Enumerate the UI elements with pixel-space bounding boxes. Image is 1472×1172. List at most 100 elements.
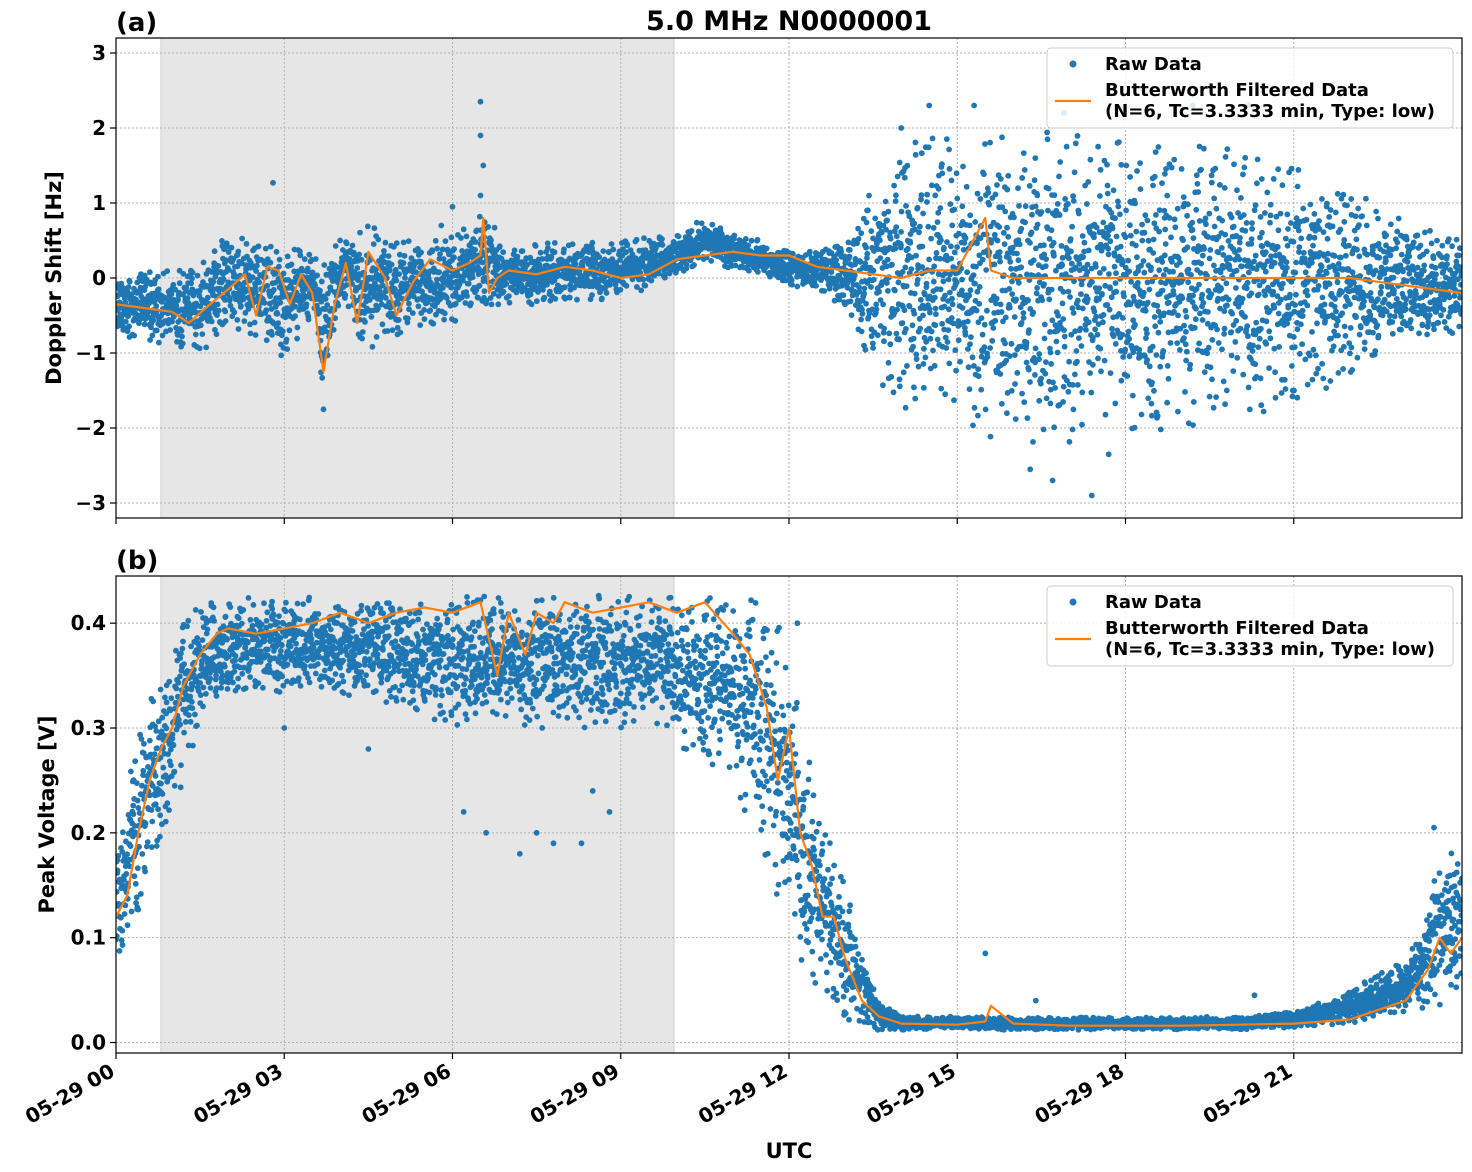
raw-data-point <box>1110 187 1117 194</box>
raw-data-point <box>1233 267 1240 274</box>
raw-data-point <box>1222 231 1229 238</box>
raw-data-point <box>1367 290 1374 296</box>
raw-data-point <box>948 255 955 262</box>
raw-data-point <box>284 305 290 311</box>
raw-data-point <box>902 404 909 411</box>
raw-data-point <box>891 182 897 189</box>
raw-data-point <box>1310 242 1316 249</box>
raw-data-point <box>959 287 965 294</box>
raw-data-point <box>1324 257 1331 264</box>
raw-data-point <box>263 337 270 344</box>
raw-data-point <box>1070 198 1077 204</box>
raw-data-point <box>1192 316 1199 323</box>
raw-data-point <box>1375 215 1381 222</box>
raw-data-point <box>1201 145 1207 152</box>
raw-data-point <box>1085 179 1092 185</box>
raw-data-point <box>184 295 191 302</box>
raw-data-point <box>153 303 160 309</box>
raw-data-point <box>440 256 447 262</box>
raw-data-point <box>1315 283 1322 289</box>
raw-data-point <box>939 320 945 327</box>
raw-data-point <box>813 282 819 289</box>
raw-data-point <box>1214 326 1220 333</box>
raw-data-point <box>992 317 999 324</box>
raw-data-point <box>949 295 955 302</box>
raw-data-point <box>1206 210 1213 217</box>
raw-data-point <box>1050 239 1057 246</box>
raw-data-point <box>923 280 930 287</box>
raw-data-point <box>1285 304 1292 311</box>
raw-data-point <box>959 276 965 283</box>
raw-data-point <box>465 280 472 287</box>
raw-data-point <box>312 282 318 289</box>
raw-data-point <box>1014 370 1021 376</box>
raw-data-point <box>951 397 957 404</box>
raw-data-point <box>464 293 470 299</box>
raw-data-point <box>1026 183 1033 189</box>
raw-data-point <box>1241 164 1248 171</box>
raw-data-point <box>1038 209 1045 215</box>
raw-data-point <box>204 294 211 301</box>
raw-data-point <box>375 305 381 312</box>
raw-data-point <box>1066 255 1072 262</box>
raw-data-point <box>1142 212 1149 219</box>
raw-data-point <box>1110 333 1117 339</box>
raw-data-point <box>945 327 952 333</box>
raw-data-point <box>930 224 937 231</box>
raw-data-point <box>1020 150 1027 157</box>
raw-data-point <box>552 295 559 302</box>
raw-data-point <box>1167 340 1174 346</box>
raw-data-point <box>1306 233 1313 240</box>
raw-data-point <box>991 261 998 268</box>
raw-data-point <box>126 278 133 285</box>
raw-data-point <box>742 236 749 242</box>
raw-data-point <box>1072 140 1079 147</box>
raw-data-point <box>1348 196 1355 202</box>
raw-data-point <box>194 272 201 279</box>
raw-data-point <box>1267 219 1273 226</box>
raw-data-point <box>979 256 986 263</box>
raw-data-point <box>1276 344 1282 350</box>
raw-data-point <box>1055 312 1061 319</box>
raw-data-point <box>233 294 240 300</box>
raw-data-point <box>1044 129 1050 136</box>
raw-data-point <box>1205 309 1211 315</box>
raw-data-point <box>1150 182 1156 189</box>
raw-data-point <box>794 283 801 290</box>
raw-data-point <box>981 171 987 178</box>
raw-data-point <box>1278 296 1284 303</box>
raw-data-point <box>865 207 871 214</box>
raw-data-point <box>1032 155 1039 162</box>
raw-data-point <box>272 270 279 277</box>
raw-data-point <box>931 362 938 369</box>
raw-data-point <box>1023 339 1030 346</box>
raw-data-point <box>1334 271 1340 278</box>
raw-data-point <box>1149 343 1156 350</box>
raw-data-point <box>167 327 174 333</box>
raw-data-point <box>1327 378 1334 384</box>
raw-data-point <box>1285 226 1291 232</box>
raw-data-point <box>1302 356 1309 363</box>
raw-data-point <box>227 295 233 302</box>
raw-data-point <box>1315 365 1321 372</box>
raw-data-point <box>1104 182 1111 189</box>
raw-data-point <box>1274 244 1281 250</box>
raw-data-point <box>1119 315 1126 321</box>
raw-data-point <box>1353 314 1359 321</box>
raw-data-point <box>1341 343 1347 350</box>
raw-data-point <box>1054 201 1061 207</box>
raw-data-point <box>316 309 322 316</box>
raw-data-point <box>1294 394 1301 401</box>
raw-data-point <box>389 327 396 334</box>
raw-data-point <box>1014 250 1020 257</box>
raw-data-point <box>1205 344 1212 351</box>
raw-data-point <box>1079 233 1086 239</box>
raw-data-point <box>924 199 930 205</box>
raw-data-point <box>1097 345 1104 352</box>
raw-data-point <box>1066 438 1073 445</box>
raw-data-point <box>434 245 440 252</box>
raw-data-point <box>421 316 428 322</box>
raw-data-point <box>1005 172 1012 179</box>
raw-data-point <box>1383 232 1390 239</box>
raw-data-point <box>496 243 503 250</box>
